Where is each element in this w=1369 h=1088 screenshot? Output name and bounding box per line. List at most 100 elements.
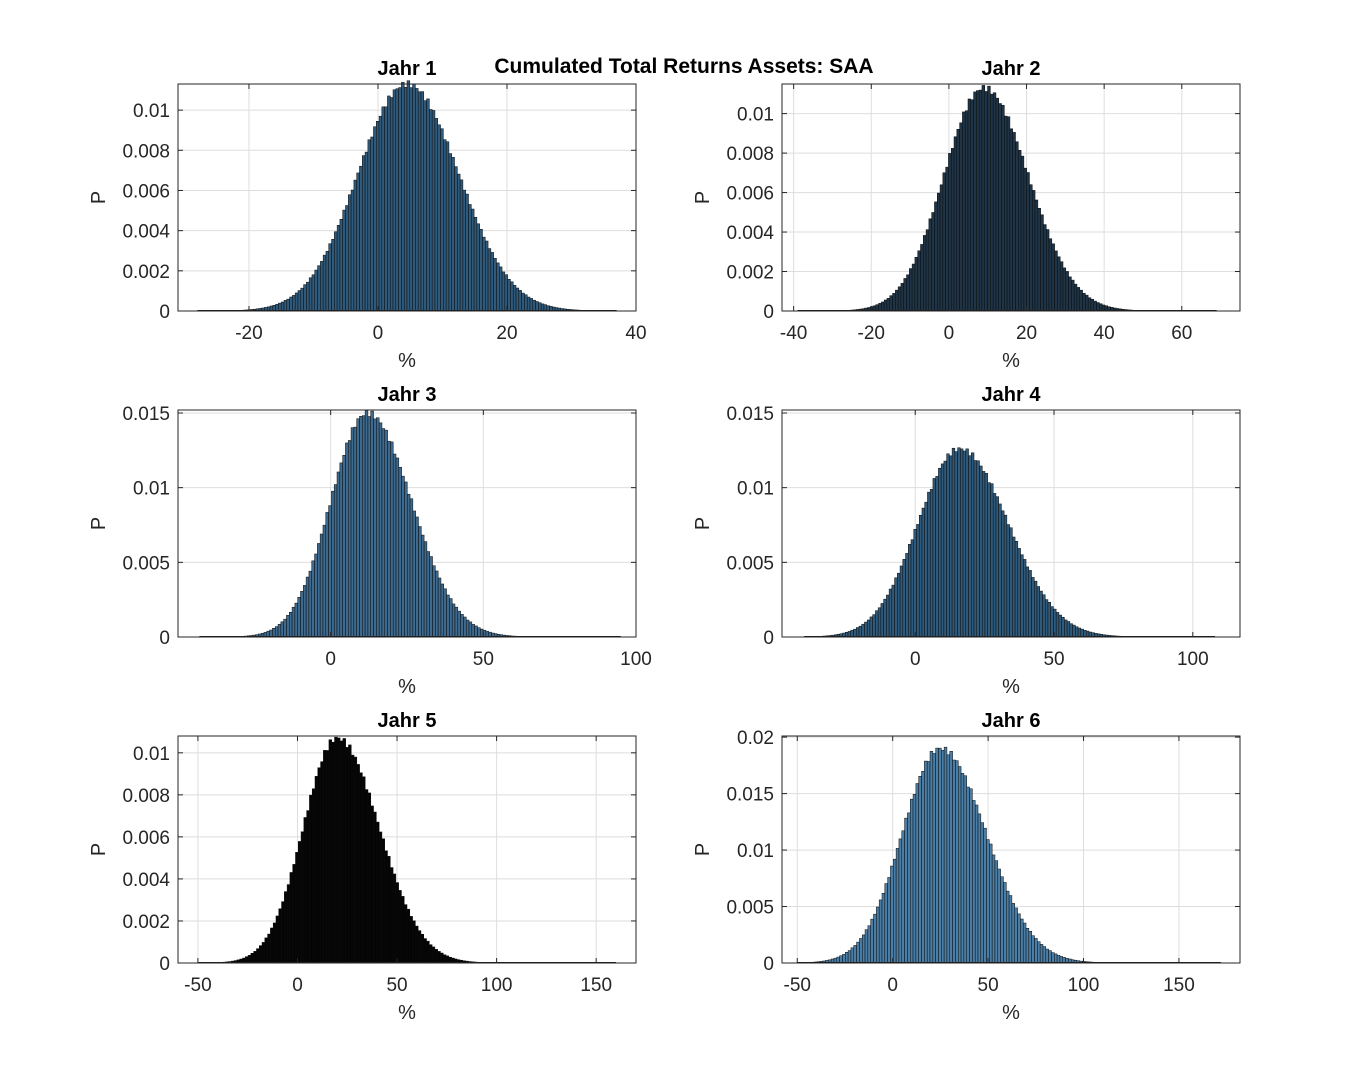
histogram-bar [1083,630,1087,638]
histogram-bar [334,736,338,964]
histogram-bar [953,136,958,312]
histogram-bar [446,594,450,638]
histogram-bar [866,619,871,638]
histogram-bar [870,918,874,964]
histogram-bar [529,298,534,312]
histogram-bar [339,740,344,964]
histogram-bar [1079,289,1083,312]
y-tick-label: 0.008 [726,144,774,165]
histogram-bar [897,572,901,638]
histogram-bar [897,286,902,312]
histogram-bar [289,611,293,638]
x-tick-label: -40 [780,323,807,344]
histogram-bar [1058,614,1062,638]
histogram-bar [275,303,279,312]
histogram-bar [1017,548,1021,638]
histogram-bar [320,261,324,312]
histogram-bar [305,576,310,638]
x-tick-label: 60 [1171,323,1192,344]
histogram-bar [1055,612,1060,638]
histogram-bar [432,565,436,638]
histogram-bar [308,570,312,638]
histogram-bar [426,551,430,638]
histogram-bar [914,256,918,312]
histogram-bar [937,192,941,312]
histogram-bar [918,776,922,964]
histogram-bar [949,751,953,964]
y-axis-label: P [88,191,110,204]
histogram-bar [406,493,411,638]
histogram-bar [264,937,268,964]
x-tick-label: 150 [1163,975,1195,996]
y-tick-label: 0.008 [122,786,170,807]
subplot-title: Jahr 4 [982,384,1042,406]
histogram-bar [945,166,949,312]
histogram-bar [331,490,335,638]
histogram-bar [1069,623,1073,638]
histogram-bar [1006,890,1010,964]
histogram-bar [532,299,536,312]
histogram-bar [311,788,316,964]
histogram-bar [962,450,967,638]
x-axis-label: % [1002,350,1020,372]
axes-frame [177,735,637,964]
histogram-bar [267,933,271,964]
histogram-bar [1034,938,1038,964]
histogram-bar [356,418,360,638]
histogram-bar [1044,599,1049,638]
histogram-bar [535,301,539,312]
histogram-bar [910,539,915,638]
histogram-bar [540,303,545,312]
histogram-bar [311,274,316,312]
histogram-bar [1026,172,1030,312]
histogram-bar [294,602,298,638]
histogram-bar [359,772,363,964]
histogram-bar [906,274,910,312]
histogram-bar [434,949,438,964]
histogram-bar [923,235,927,312]
histogram-bar [348,194,352,312]
histogram-bar [920,244,924,312]
histogram-bar [298,841,302,964]
histogram-bar [283,300,288,312]
histogram-bar [1065,271,1069,312]
histogram-bar [895,848,900,964]
y-tick-label: 0.004 [122,222,170,243]
histogram-bar [373,811,377,964]
histogram-bar [970,99,974,312]
y-tick-label: 0.004 [122,870,170,891]
histogram-bar [353,179,357,312]
histogram-bar [957,447,961,638]
histogram-bar [908,544,912,638]
histogram-bar [913,529,917,638]
histogram-bar [306,810,310,964]
x-tick-label: 50 [978,975,999,996]
histogram-bar [995,97,999,312]
histogram-bar [457,173,461,312]
histogram-bar [480,628,484,638]
histogram-bar [477,627,481,638]
histogram-bar [907,812,911,964]
histogram-bar [886,594,890,638]
histogram-bar [524,294,528,312]
histogram-bar [911,263,916,312]
histogram-bar [1082,292,1086,312]
histogram-bar [387,440,391,638]
histogram-bar [1045,948,1049,964]
histogram-bar [1004,115,1008,312]
histogram-bar [378,422,383,638]
histogram-bar [381,838,385,964]
histogram-bar [272,922,277,964]
histogram-bar [962,111,966,312]
histogram-bar [426,98,430,312]
histogram-bar [1039,590,1043,638]
histogram-bar [934,201,938,312]
histogram-bar [1090,299,1094,312]
x-tick-label: 50 [1043,649,1064,670]
histogram-bar [323,750,327,964]
histogram-bar [334,231,338,312]
histogram-bar [415,925,419,964]
histogram-bar [926,761,931,964]
histogram-bar [924,501,928,638]
histogram-bar [912,794,917,964]
